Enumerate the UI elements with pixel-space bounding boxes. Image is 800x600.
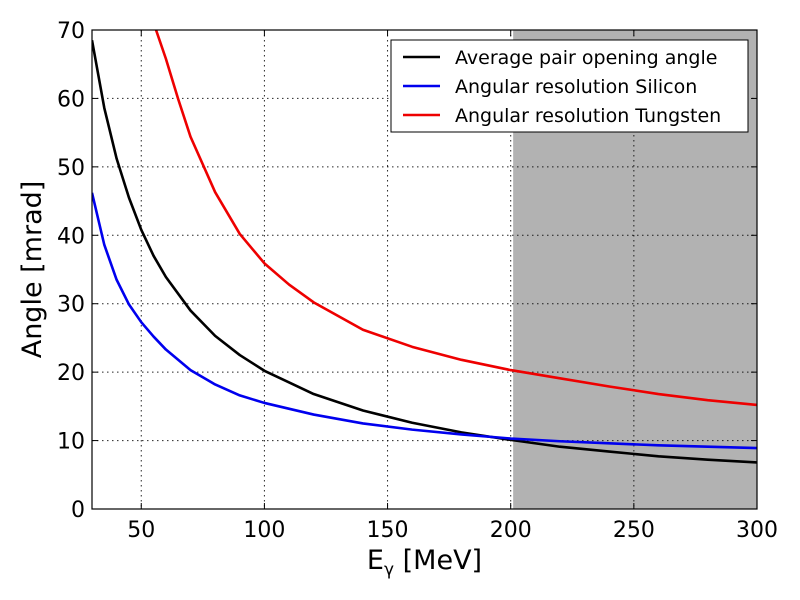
plot-frame [91, 29, 758, 510]
x-axis-title-unit: [MeV] [394, 545, 482, 576]
y-tick-label: 40 [57, 224, 85, 249]
y-tick-label: 30 [57, 293, 85, 318]
x-axis-title: Eγ [MeV] [367, 545, 482, 580]
legend: Average pair opening angle Angular resolu… [390, 39, 749, 133]
series-lines [92, 30, 757, 464]
series-line-2 [154, 30, 757, 407]
y-tick-label: 70 [57, 19, 85, 44]
x-tick-label: 150 [367, 518, 409, 543]
y-tick-label: 60 [57, 87, 85, 112]
series-line-1 [92, 192, 757, 450]
y-tick-label: 20 [57, 361, 85, 386]
axis-ticks: 50 100 150 200 250 300 0 10 20 30 40 50 60 70 [57, 19, 778, 543]
x-axis-title-main: E [367, 545, 384, 576]
y-tick-label: 0 [71, 498, 85, 523]
legend-label-1: Angular resolution Silicon [455, 76, 697, 98]
legend-label-2: Angular resolution Tungsten [455, 105, 721, 127]
legend-label-0: Average pair opening angle [455, 47, 717, 69]
y-axis-title: Angle [mrad] [17, 181, 48, 359]
y-tick-label: 10 [57, 430, 85, 455]
x-tick-label: 300 [736, 518, 778, 543]
x-axis-title-subscript: γ [384, 560, 394, 580]
x-tick-label: 250 [613, 518, 655, 543]
series-line-0 [92, 40, 757, 464]
x-tick-label: 50 [127, 518, 155, 543]
legend-box [390, 39, 749, 133]
x-tick-label: 100 [243, 518, 285, 543]
x-tick-label: 200 [490, 518, 532, 543]
y-tick-label: 50 [57, 156, 85, 181]
